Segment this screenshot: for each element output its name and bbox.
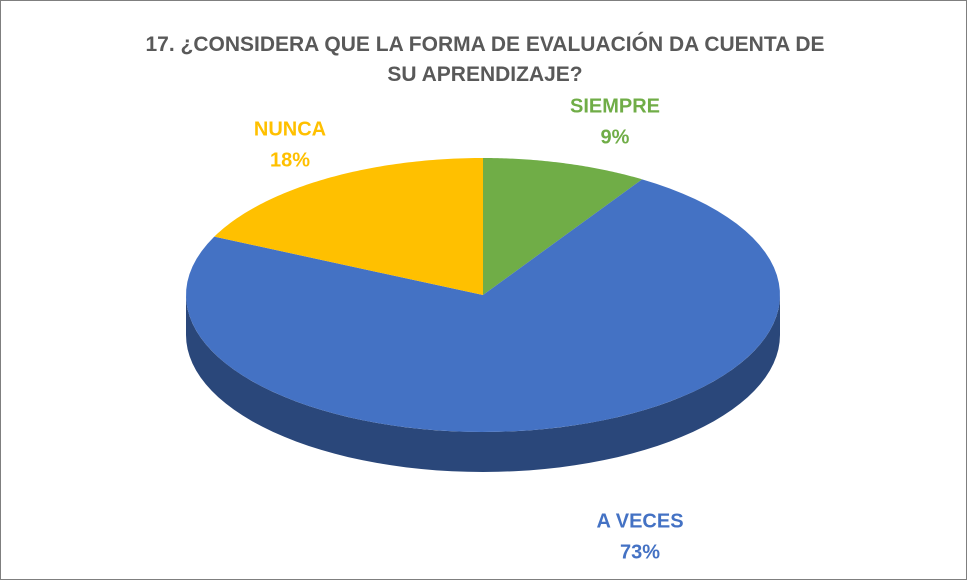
data-label-name: SIEMPRE bbox=[570, 95, 660, 117]
slice-side bbox=[186, 295, 780, 472]
data-label-value: 18% bbox=[270, 149, 310, 171]
slice bbox=[186, 179, 780, 432]
data-label-name: A VECES bbox=[596, 510, 683, 532]
slice bbox=[214, 158, 484, 295]
data-label-value: 73% bbox=[620, 541, 660, 563]
data-label-name: NUNCA bbox=[254, 118, 326, 140]
chart-title: 17. ¿CONSIDERA QUE LA FORMA DE EVALUACIÓ… bbox=[145, 33, 825, 86]
data-label-value: 9% bbox=[601, 126, 630, 148]
slice bbox=[483, 158, 643, 295]
